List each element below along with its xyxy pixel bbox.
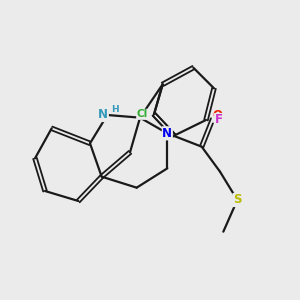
Text: O: O bbox=[213, 109, 223, 122]
Text: S: S bbox=[233, 194, 242, 206]
Text: N: N bbox=[98, 109, 108, 122]
Text: H: H bbox=[111, 104, 118, 113]
Text: Cl: Cl bbox=[137, 109, 148, 119]
Text: F: F bbox=[215, 113, 223, 127]
Text: N: N bbox=[162, 127, 172, 140]
